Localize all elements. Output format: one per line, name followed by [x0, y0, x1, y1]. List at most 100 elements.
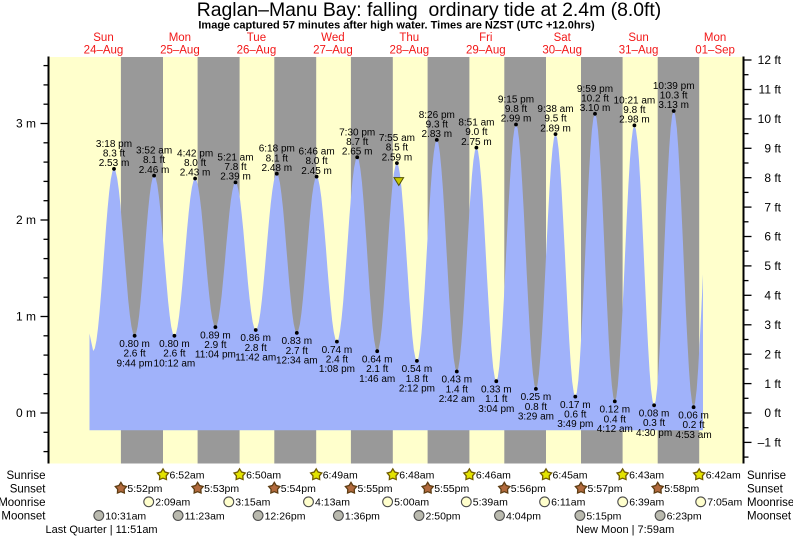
- svg-text:26–Aug: 26–Aug: [237, 45, 277, 57]
- svg-text:Moonset: Moonset: [1, 511, 46, 523]
- svg-text:0.25 m: 0.25 m: [521, 392, 552, 403]
- svg-text:10 ft: 10 ft: [758, 112, 782, 126]
- svg-text:0.4 ft: 0.4 ft: [604, 414, 626, 425]
- svg-text:5:55pm: 5:55pm: [434, 483, 469, 495]
- svg-text:Moonset: Moonset: [747, 511, 792, 523]
- svg-text:Mon: Mon: [704, 32, 726, 44]
- svg-text:6:18 pm: 6:18 pm: [259, 144, 295, 155]
- svg-text:6:46 am: 6:46 am: [299, 147, 335, 158]
- svg-text:1.4 ft: 1.4 ft: [446, 384, 468, 395]
- svg-text:8:26 pm: 8:26 pm: [419, 110, 455, 121]
- svg-text:3:18 pm: 3:18 pm: [96, 139, 132, 150]
- svg-text:01–Sep: 01–Sep: [695, 45, 735, 57]
- svg-text:9.8 ft: 9.8 ft: [505, 104, 527, 115]
- svg-text:Sunset: Sunset: [10, 483, 47, 495]
- svg-text:Tue: Tue: [247, 32, 266, 44]
- svg-text:5:57pm: 5:57pm: [588, 483, 623, 495]
- svg-text:9:44 pm: 9:44 pm: [117, 358, 153, 369]
- svg-text:8.5 ft: 8.5 ft: [386, 143, 408, 154]
- svg-text:0.80 m: 0.80 m: [159, 339, 190, 350]
- svg-text:2.65 m: 2.65 m: [342, 147, 373, 158]
- svg-text:5:00am: 5:00am: [394, 497, 429, 509]
- svg-text:12 ft: 12 ft: [758, 53, 782, 67]
- svg-text:1.8 ft: 1.8 ft: [406, 374, 428, 385]
- svg-text:2.45 m: 2.45 m: [301, 166, 332, 177]
- svg-text:9.3 ft: 9.3 ft: [426, 120, 448, 131]
- svg-text:1 m: 1 m: [16, 310, 36, 324]
- svg-text:1.1 ft: 1.1 ft: [485, 394, 507, 405]
- svg-text:3:52 am: 3:52 am: [136, 146, 172, 157]
- svg-text:9:38 am: 9:38 am: [537, 104, 573, 115]
- svg-text:2.98 m: 2.98 m: [619, 115, 650, 126]
- svg-text:2.46 m: 2.46 m: [139, 165, 170, 176]
- svg-text:10:31am: 10:31am: [105, 510, 146, 522]
- svg-text:4:04pm: 4:04pm: [506, 510, 541, 522]
- svg-text:0.08 m: 0.08 m: [639, 409, 670, 420]
- svg-text:9.0 ft: 9.0 ft: [465, 127, 487, 138]
- svg-text:3.13 m: 3.13 m: [658, 100, 689, 111]
- svg-text:Moonrise: Moonrise: [747, 497, 793, 509]
- svg-text:6:39am: 6:39am: [629, 497, 664, 509]
- svg-text:11:23am: 11:23am: [185, 510, 225, 522]
- svg-text:0.74 m: 0.74 m: [322, 345, 353, 356]
- svg-text:10:12 am: 10:12 am: [154, 358, 196, 369]
- svg-text:6:49am: 6:49am: [323, 470, 358, 482]
- svg-text:2:09am: 2:09am: [155, 497, 190, 509]
- svg-text:11 ft: 11 ft: [759, 83, 782, 97]
- svg-text:30–Aug: 30–Aug: [542, 45, 582, 57]
- svg-text:10:21 am: 10:21 am: [614, 95, 656, 106]
- svg-text:Thu: Thu: [399, 32, 419, 44]
- svg-text:31–Aug: 31–Aug: [619, 45, 659, 57]
- svg-text:3:15am: 3:15am: [235, 497, 270, 509]
- svg-text:4 ft: 4 ft: [764, 289, 781, 303]
- svg-text:1:46 am: 1:46 am: [359, 374, 395, 385]
- svg-text:2.9 ft: 2.9 ft: [204, 340, 226, 351]
- svg-text:4:30 pm: 4:30 pm: [636, 428, 672, 439]
- svg-text:2.6 ft: 2.6 ft: [123, 349, 145, 360]
- svg-text:10.2 ft: 10.2 ft: [581, 93, 609, 104]
- svg-text:0.12 m: 0.12 m: [600, 405, 631, 416]
- svg-text:0.06 m: 0.06 m: [678, 410, 709, 421]
- svg-text:2.75 m: 2.75 m: [461, 137, 492, 148]
- svg-text:0.33 m: 0.33 m: [481, 384, 512, 395]
- svg-text:2.48 m: 2.48 m: [262, 163, 293, 174]
- svg-text:8.0 ft: 8.0 ft: [184, 158, 206, 169]
- svg-text:6:42am: 6:42am: [706, 470, 741, 482]
- svg-text:11:04 pm: 11:04 pm: [195, 350, 236, 361]
- svg-text:5:39am: 5:39am: [473, 497, 508, 509]
- svg-text:6 ft: 6 ft: [764, 230, 781, 244]
- svg-text:0.8 ft: 0.8 ft: [525, 402, 547, 413]
- svg-text:28–Aug: 28–Aug: [389, 45, 429, 57]
- svg-text:5:55pm: 5:55pm: [358, 483, 393, 495]
- svg-text:8.7 ft: 8.7 ft: [346, 137, 368, 148]
- svg-text:0.2 ft: 0.2 ft: [682, 420, 704, 431]
- svg-text:Sunset: Sunset: [747, 483, 784, 495]
- svg-text:2.99 m: 2.99 m: [501, 114, 532, 125]
- svg-text:5:54pm: 5:54pm: [281, 483, 316, 495]
- svg-text:8:51 am: 8:51 am: [458, 118, 494, 129]
- svg-text:27–Aug: 27–Aug: [313, 45, 353, 57]
- svg-text:9.5 ft: 9.5 ft: [544, 114, 566, 125]
- svg-text:7:05am: 7:05am: [707, 497, 742, 509]
- svg-text:6:23pm: 6:23pm: [667, 510, 702, 522]
- svg-text:6:50am: 6:50am: [246, 470, 281, 482]
- svg-text:2.43 m: 2.43 m: [180, 168, 211, 179]
- svg-text:Raglan–Manu Bay: falling ordi: Raglan–Manu Bay: falling ordinary tide a…: [197, 0, 662, 21]
- svg-text:7:55 am: 7:55 am: [379, 133, 415, 144]
- svg-text:6:43am: 6:43am: [629, 470, 664, 482]
- svg-text:0.17 m: 0.17 m: [560, 400, 591, 411]
- svg-text:0.3 ft: 0.3 ft: [643, 418, 665, 429]
- svg-text:3:04 pm: 3:04 pm: [478, 404, 514, 415]
- svg-text:0.43 m: 0.43 m: [442, 375, 473, 386]
- svg-text:1:36pm: 1:36pm: [345, 510, 380, 522]
- svg-text:9 ft: 9 ft: [764, 142, 781, 156]
- svg-text:4:12 am: 4:12 am: [597, 424, 633, 435]
- svg-text:2:50pm: 2:50pm: [426, 510, 461, 522]
- svg-text:Sun: Sun: [628, 32, 648, 44]
- svg-text:2.39 m: 2.39 m: [220, 172, 251, 183]
- svg-text:24–Aug: 24–Aug: [84, 45, 124, 57]
- svg-text:7 ft: 7 ft: [764, 200, 781, 214]
- svg-text:8.3 ft: 8.3 ft: [103, 149, 125, 160]
- svg-text:6:52am: 6:52am: [170, 470, 205, 482]
- svg-text:29–Aug: 29–Aug: [466, 45, 506, 57]
